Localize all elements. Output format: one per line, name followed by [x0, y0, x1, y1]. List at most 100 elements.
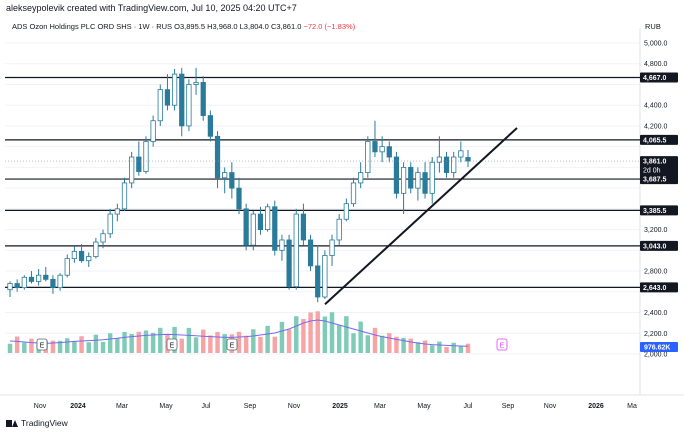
candle-body[interactable] — [86, 256, 92, 262]
tradingview-brand: TradingView — [21, 418, 68, 428]
candle-body[interactable] — [350, 182, 357, 205]
volume-bar — [265, 325, 270, 353]
candle-body[interactable] — [7, 283, 13, 291]
trendline[interactable] — [324, 127, 518, 305]
candle-body[interactable] — [164, 89, 171, 106]
candle-body[interactable] — [157, 89, 163, 122]
candle-body[interactable] — [193, 81, 199, 85]
volume-bar — [294, 316, 299, 353]
candle-body[interactable] — [307, 239, 314, 267]
candle-body[interactable] — [393, 156, 400, 194]
earnings-event-marker[interactable] — [226, 338, 238, 351]
candle-body[interactable] — [64, 258, 70, 276]
candle-body[interactable] — [200, 81, 206, 116]
candle-body[interactable] — [150, 120, 156, 142]
price-tick-label: 2,400.0 — [644, 310, 667, 317]
candle-body[interactable] — [465, 157, 471, 162]
candle-body[interactable] — [179, 73, 185, 127]
volume-bar — [186, 327, 192, 353]
tradingview-footer[interactable]: TradingView — [6, 418, 68, 428]
volume-bar — [115, 338, 120, 353]
candle-body[interactable] — [107, 213, 113, 235]
candle-body[interactable] — [14, 283, 20, 289]
volume-bar — [286, 329, 292, 353]
candle-body[interactable] — [143, 141, 149, 172]
candle-body[interactable] — [315, 265, 321, 298]
candle-body[interactable] — [379, 146, 385, 153]
candle-body[interactable] — [429, 161, 435, 194]
candle-body[interactable] — [214, 135, 221, 179]
volume-bar — [430, 345, 435, 353]
ohlc-high: H3,968.0 — [207, 22, 238, 31]
candle-body[interactable] — [336, 218, 342, 241]
candle-body[interactable] — [222, 172, 228, 179]
candle-body[interactable] — [257, 213, 264, 231]
candle-body[interactable] — [451, 156, 457, 173]
volume-bar — [394, 336, 399, 353]
candle-body[interactable] — [229, 172, 235, 189]
volume-bar — [107, 333, 113, 353]
level-price-tag — [640, 282, 678, 293]
candle-body[interactable] — [186, 84, 192, 127]
time-axis-label: Sep — [502, 403, 515, 410]
volume-bar — [236, 331, 242, 353]
volume-bar — [322, 316, 328, 353]
candle-body[interactable] — [286, 239, 292, 288]
candle-body[interactable] — [279, 239, 285, 251]
earnings-event-marker[interactable] — [496, 338, 508, 351]
candle-body[interactable] — [28, 276, 35, 282]
candle-body[interactable] — [78, 250, 85, 262]
candle-body[interactable] — [386, 146, 392, 158]
candle-body[interactable] — [57, 274, 63, 289]
candle-body[interactable] — [100, 233, 106, 243]
currency-label[interactable]: RUB — [645, 22, 661, 31]
candle-body[interactable] — [436, 156, 442, 163]
level-price-label: 3,043.0 — [643, 243, 666, 250]
level-price-label: 4,667.0 — [643, 75, 666, 82]
candle-body[interactable] — [443, 156, 450, 173]
candle-body[interactable] — [293, 213, 299, 288]
candle-body[interactable] — [272, 206, 278, 251]
level-price-label: 3,385.5 — [643, 208, 666, 215]
candle-body[interactable] — [422, 172, 428, 194]
candle-body[interactable] — [343, 203, 349, 220]
symbol-name[interactable]: ADS Ozon Holdings PLC ORD SHS · 1W · RUS — [12, 22, 173, 31]
candle-body[interactable] — [71, 250, 78, 260]
volume-bar — [65, 338, 70, 353]
candle-body[interactable] — [322, 255, 328, 298]
candle-body[interactable] — [408, 166, 414, 189]
candle-body[interactable] — [358, 172, 364, 184]
candle-body[interactable] — [365, 141, 371, 173]
candle-body[interactable] — [458, 150, 464, 158]
volume-bar — [365, 335, 371, 353]
candle-body[interactable] — [36, 274, 42, 282]
candle-body[interactable] — [236, 187, 242, 210]
volume-bar — [344, 316, 349, 353]
candle-body[interactable] — [400, 166, 407, 194]
earnings-event-marker[interactable] — [36, 338, 48, 351]
candle-body[interactable] — [50, 278, 56, 289]
candle-body[interactable] — [300, 213, 307, 241]
volume-bar — [272, 336, 277, 353]
candle-body[interactable] — [372, 141, 378, 153]
candle-body[interactable] — [136, 156, 142, 172]
candle-body[interactable] — [43, 274, 49, 280]
price-change: −72.0 (−1.83%) — [303, 22, 356, 31]
candle-body[interactable] — [250, 213, 256, 246]
volume-bar — [79, 336, 84, 353]
candle-body[interactable] — [243, 208, 249, 246]
candle-body[interactable] — [121, 182, 128, 210]
ohlc-open: O3,895.5 — [174, 22, 205, 31]
candle-body[interactable] — [171, 73, 178, 106]
candle-body[interactable] — [265, 206, 271, 231]
earnings-event-marker[interactable] — [166, 338, 178, 351]
candle-body[interactable] — [21, 276, 27, 289]
candle-body[interactable] — [129, 156, 135, 184]
candle-body[interactable] — [329, 239, 335, 256]
candle-body[interactable] — [207, 115, 213, 137]
candle-body[interactable] — [415, 172, 421, 189]
volume-bar — [301, 318, 306, 353]
candle-body[interactable] — [93, 241, 99, 257]
candle-body[interactable] — [114, 208, 120, 215]
